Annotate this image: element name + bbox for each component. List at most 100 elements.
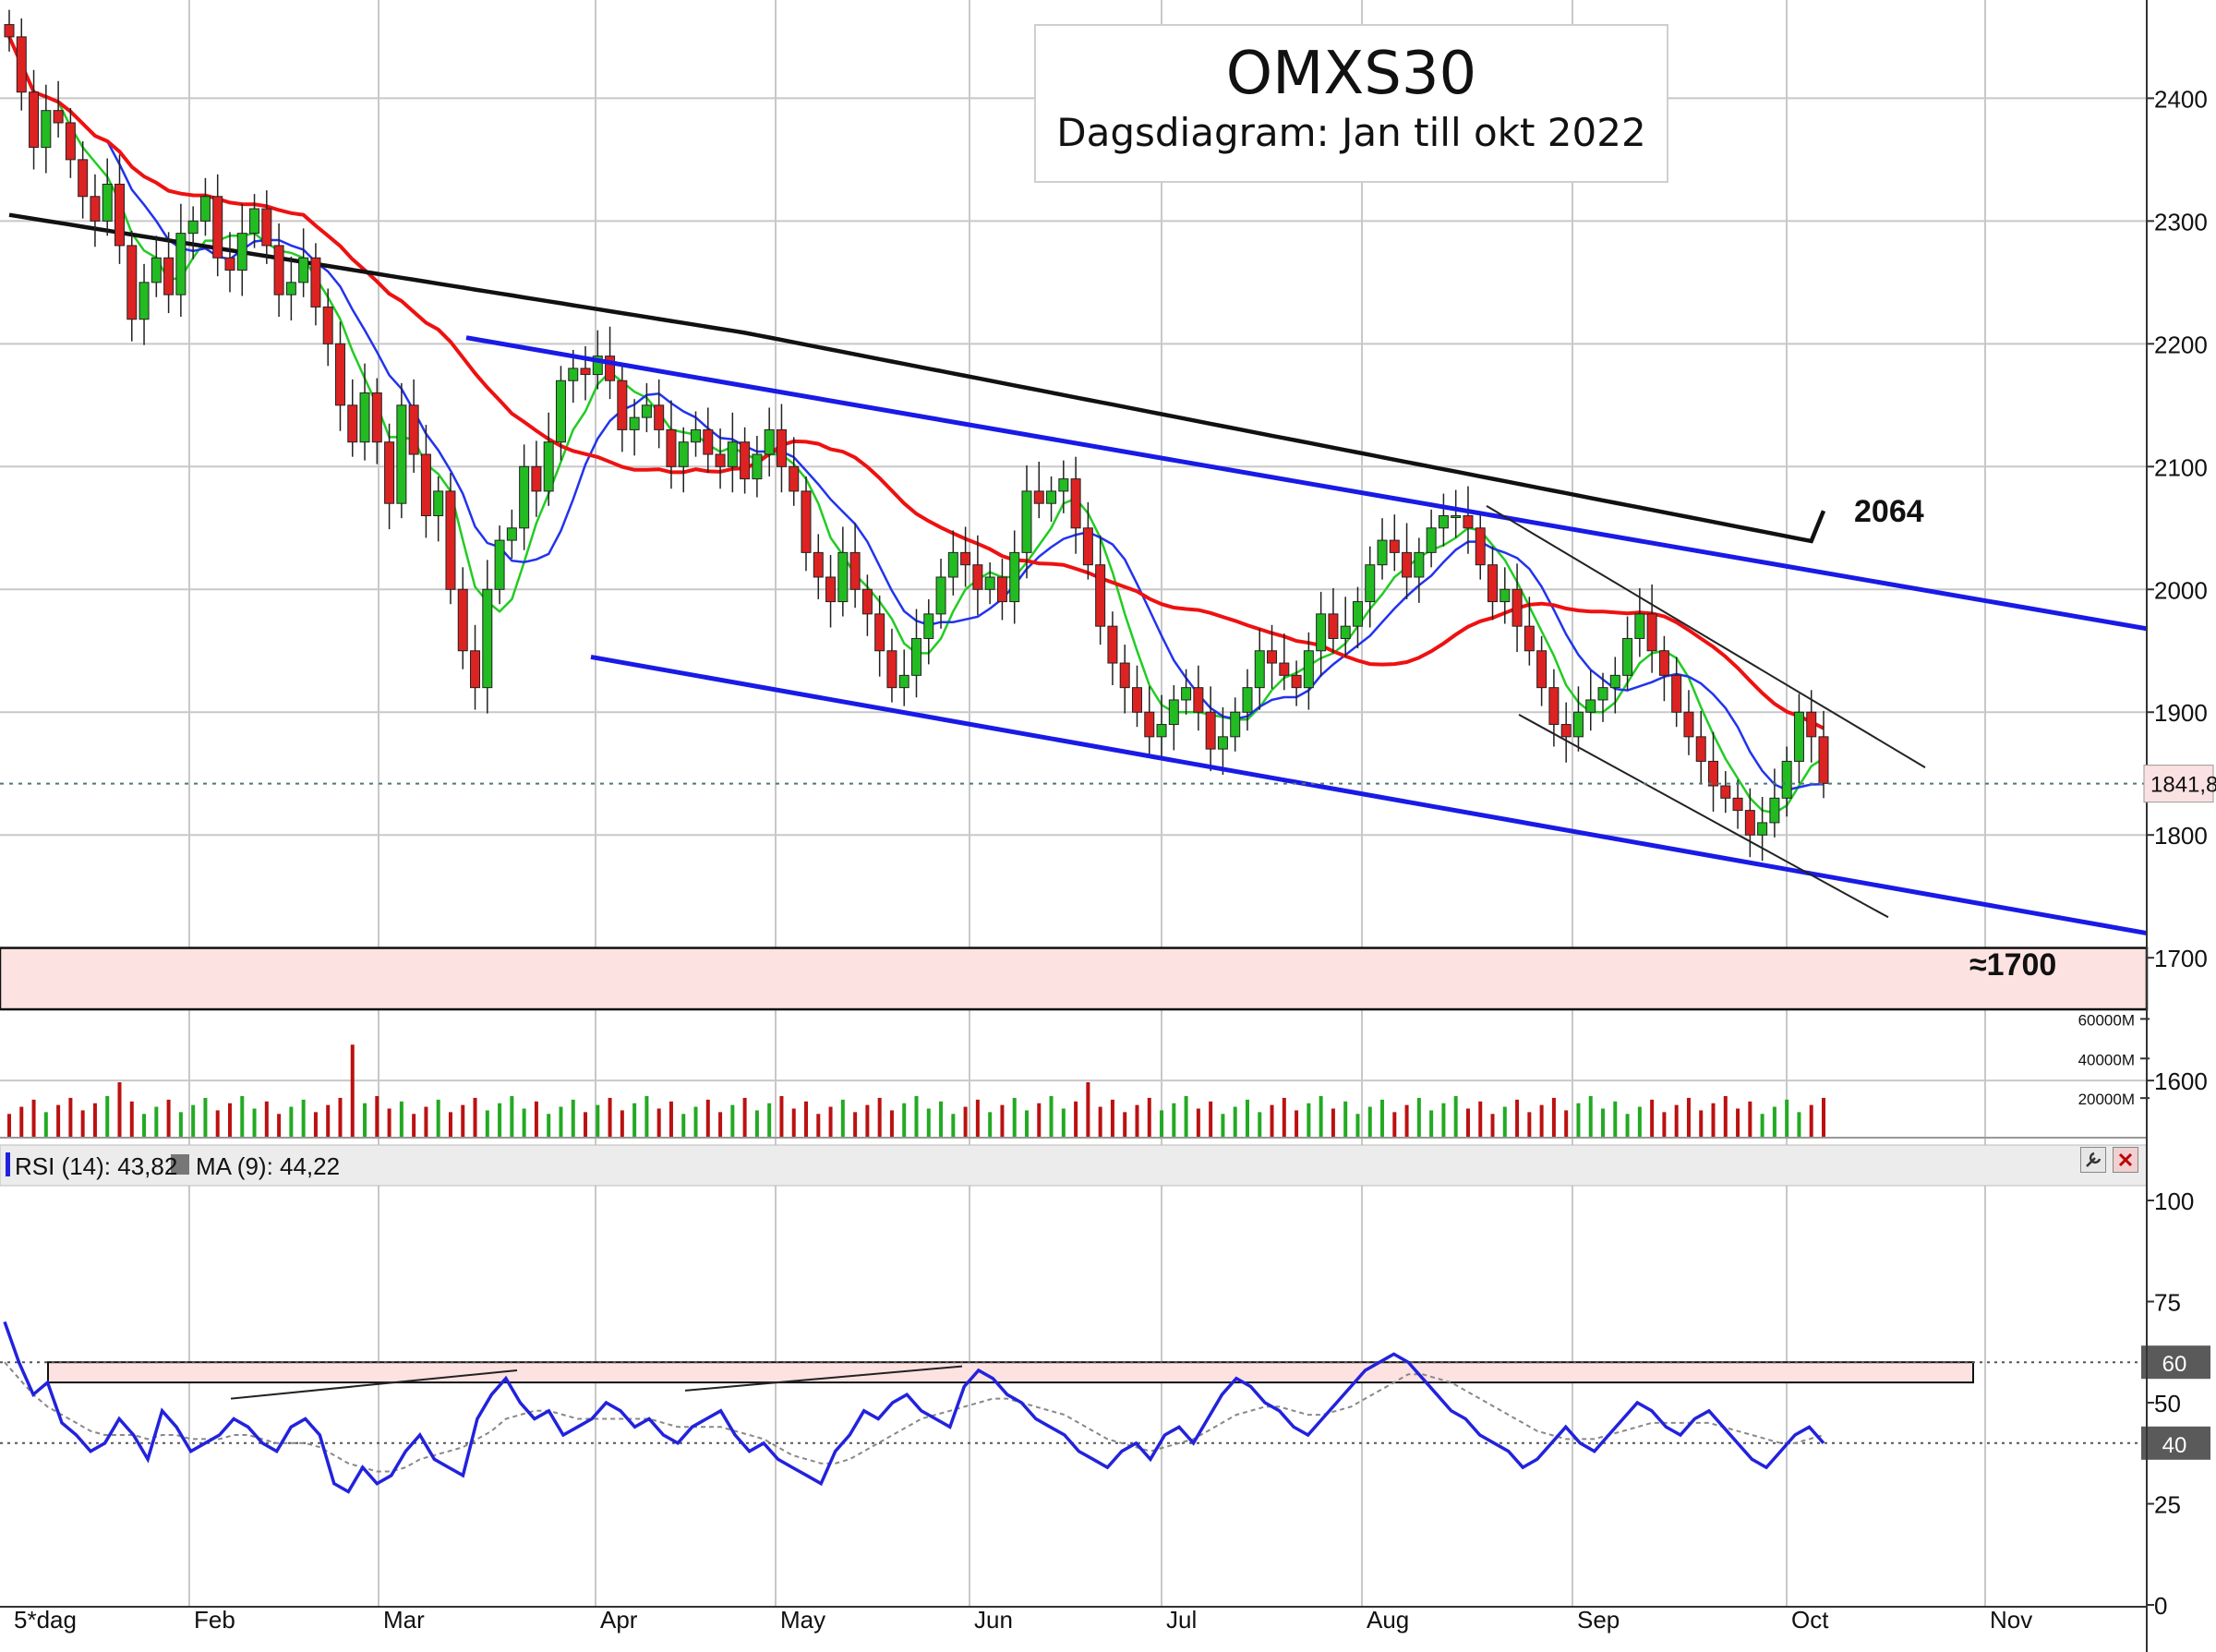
volume-bar xyxy=(1049,1096,1054,1138)
wrench-icon[interactable] xyxy=(2080,1147,2106,1173)
volume-bar xyxy=(363,1103,367,1138)
candle-body xyxy=(874,613,885,652)
volume-bar xyxy=(1184,1096,1188,1138)
candle-body xyxy=(151,257,162,283)
volume-bar xyxy=(681,1114,686,1138)
volume-bar xyxy=(166,1099,171,1138)
candle-body xyxy=(654,404,665,430)
volume-bar xyxy=(43,1112,48,1138)
volume-bar xyxy=(1686,1097,1691,1138)
volume-bar xyxy=(730,1104,735,1138)
volume-bar xyxy=(522,1108,526,1138)
volume-bar xyxy=(742,1097,747,1138)
candle-body xyxy=(273,245,284,295)
candle-body xyxy=(1732,797,1743,812)
volume-bar xyxy=(988,1112,993,1138)
volume-bar xyxy=(7,1114,11,1138)
candle-body xyxy=(1279,662,1290,676)
candle-body xyxy=(1046,490,1057,504)
candle-body xyxy=(90,196,101,222)
x-month-label: Feb xyxy=(194,1606,235,1634)
candle-body xyxy=(1242,687,1253,713)
candle-body xyxy=(16,36,27,93)
candle-body xyxy=(408,404,419,455)
volume-bar xyxy=(399,1101,403,1138)
candle-body xyxy=(923,613,934,639)
candle-body xyxy=(911,637,921,676)
volume-bar xyxy=(105,1096,110,1138)
candle-body xyxy=(972,564,983,590)
candle-body xyxy=(1168,699,1179,726)
candle-body xyxy=(138,282,150,320)
volume-bar xyxy=(1772,1106,1776,1138)
volume-bar xyxy=(510,1096,514,1138)
candle-body xyxy=(261,208,272,247)
rsi-tick-label: 0 xyxy=(2154,1592,2167,1620)
volume-bar xyxy=(1674,1104,1679,1138)
candle-body xyxy=(1536,650,1548,689)
rsi-level-box xyxy=(2141,1426,2210,1460)
candle-body xyxy=(996,576,1007,603)
y-tick-label: 2100 xyxy=(2154,453,2208,481)
candle-body xyxy=(1511,588,1523,627)
volume-bar xyxy=(1625,1114,1630,1138)
candle-body xyxy=(1463,514,1474,529)
rsi-legend-swatch xyxy=(6,1152,10,1176)
volume-bar xyxy=(705,1099,710,1138)
volume-bar xyxy=(1748,1101,1752,1138)
candle-body xyxy=(1609,674,1620,689)
volume-bar xyxy=(804,1101,809,1138)
volume-bar xyxy=(1760,1114,1764,1138)
volume-bar xyxy=(853,1112,858,1138)
candle-body xyxy=(420,453,431,516)
volume-bar xyxy=(1245,1099,1249,1138)
volume-bar xyxy=(1711,1103,1716,1138)
volume-bar xyxy=(1233,1106,1237,1138)
volume-bar xyxy=(1307,1103,1311,1138)
volume-bar xyxy=(939,1101,944,1138)
volume-bar xyxy=(1024,1110,1029,1138)
candle-body xyxy=(384,441,395,504)
candle-body xyxy=(53,110,64,124)
volume-bar xyxy=(693,1106,698,1138)
volume-bar xyxy=(547,1114,551,1138)
y-tick-label: 1900 xyxy=(2154,699,2208,727)
volume-bar xyxy=(142,1114,147,1138)
volume-bar xyxy=(473,1097,477,1138)
volume-bar xyxy=(240,1096,245,1138)
ma9-legend-label: MA (9): 44,22 xyxy=(196,1152,340,1180)
close-icon[interactable] xyxy=(2113,1147,2138,1173)
volume-bar xyxy=(436,1099,440,1138)
candle-body xyxy=(715,453,726,467)
candle-body xyxy=(691,428,702,443)
volume-bar xyxy=(1282,1097,1286,1138)
volume-bar xyxy=(289,1106,294,1138)
candle-body xyxy=(1303,650,1314,689)
volume-bar xyxy=(767,1103,772,1138)
candle-body xyxy=(1781,760,1792,799)
rsi-header xyxy=(0,1144,2148,1187)
candle-body xyxy=(126,245,138,320)
volume-bar xyxy=(498,1103,502,1138)
candle-body xyxy=(1572,711,1584,738)
rsi-divergence-line-1 xyxy=(230,1369,518,1400)
candle-body xyxy=(78,159,89,198)
y-tick-label: 2000 xyxy=(2154,576,2208,604)
candle-body xyxy=(1451,514,1462,518)
volume-bar xyxy=(277,1114,282,1138)
annotation-1700: ≈1700 xyxy=(1969,947,2056,983)
candle-body xyxy=(776,428,787,467)
rsi-level-label: 60 xyxy=(2162,1352,2187,1377)
volume-bar xyxy=(227,1103,232,1138)
candle-body xyxy=(199,196,211,222)
candle-body xyxy=(224,257,235,271)
candle-body xyxy=(813,551,824,578)
volume-bar xyxy=(1465,1108,1470,1138)
x-month-label: 5*dag xyxy=(14,1606,77,1634)
annotation-2064: 2064 xyxy=(1854,494,1924,529)
volume-bar xyxy=(448,1112,452,1138)
candle-body xyxy=(1328,613,1339,639)
candle-body xyxy=(1316,613,1327,652)
